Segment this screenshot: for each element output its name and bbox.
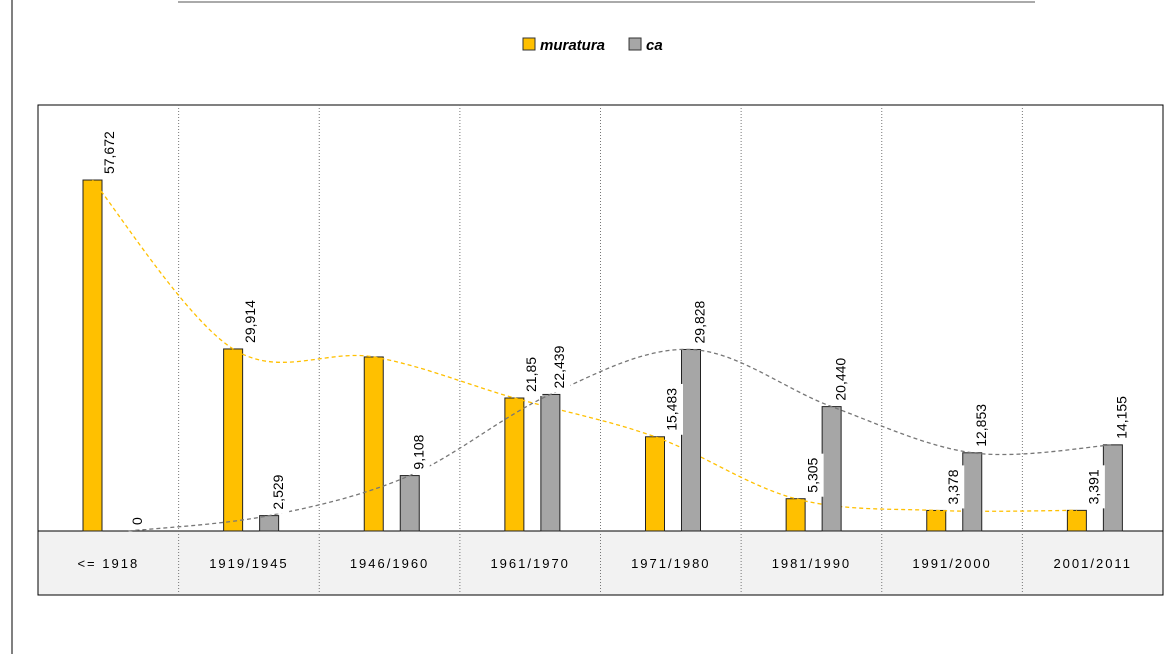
data-label-bg	[1084, 465, 1105, 509]
x-tick-label: 1961/1970	[490, 556, 569, 571]
data-label-bg	[550, 341, 571, 393]
x-tick-label: <= 1918	[77, 556, 139, 571]
data-label: 20,440	[832, 358, 848, 401]
data-label: 3,391	[1086, 469, 1102, 504]
data-label: 9,108	[410, 434, 426, 469]
x-tick-label: 1946/1960	[350, 556, 429, 571]
legend-label: ca	[646, 37, 663, 54]
bar	[399, 475, 420, 532]
data-label-group: 3,391	[1084, 465, 1105, 509]
data-label-bg	[128, 513, 149, 529]
data-label: 15,483	[664, 388, 680, 431]
data-label-group: 0	[128, 513, 149, 529]
data-label: 12,853	[973, 404, 989, 447]
data-label-group: 14,155	[1112, 392, 1133, 443]
data-label-bg	[100, 127, 121, 179]
x-tick-label: 1971/1980	[631, 556, 710, 571]
data-label-group: 12,853	[972, 399, 993, 451]
data-label-bg	[831, 353, 852, 405]
bar	[821, 406, 842, 532]
data-label-bg	[691, 296, 711, 348]
data-label-bg	[269, 470, 290, 514]
data-label: 14,155	[1114, 396, 1130, 439]
bar	[926, 509, 947, 532]
x-tick-label: 1981/1990	[772, 556, 851, 571]
data-label: 5,305	[804, 457, 820, 492]
x-tick-label: 2001/2011	[1053, 556, 1132, 571]
bar	[259, 515, 280, 532]
bar	[962, 452, 983, 532]
data-label: 3,378	[945, 469, 961, 504]
data-label-group: 29,828	[691, 296, 711, 348]
x-tick-label: 1991/2000	[912, 556, 991, 571]
data-label-group: 57,672	[100, 127, 121, 179]
legend-swatch	[628, 37, 642, 51]
data-label-group: 2,529	[269, 470, 290, 514]
data-label: 57,672	[101, 131, 117, 174]
data-label: 22,439	[551, 345, 567, 388]
data-label-group: 15,483	[663, 383, 683, 435]
data-label: 29,828	[692, 300, 708, 343]
data-label-bg	[522, 352, 543, 397]
category-band	[38, 531, 1163, 595]
x-tick-label: 1919/1945	[209, 556, 288, 571]
data-label: 2,529	[270, 474, 286, 509]
trend-line	[92, 179, 1077, 512]
data-label-bg	[803, 453, 824, 497]
data-label-bg	[241, 296, 262, 347]
data-label-bg	[944, 465, 965, 509]
data-label-group: 21,85	[522, 352, 543, 397]
plot-area	[37, 104, 1164, 596]
trend-line	[128, 348, 1113, 532]
bar	[82, 179, 103, 532]
bar	[785, 498, 806, 532]
data-label-bg	[663, 383, 683, 435]
data-label: 29,914	[242, 300, 258, 343]
data-label-group: 20,440	[831, 353, 852, 405]
bar	[363, 356, 384, 532]
data-label-group: 29,914	[241, 296, 262, 347]
data-label-bg	[1112, 392, 1133, 443]
bar	[1102, 444, 1123, 532]
legend-label: muratura	[540, 37, 605, 54]
legend-swatch	[522, 37, 536, 51]
bar	[645, 436, 665, 532]
data-label-group: 3,378	[944, 465, 965, 509]
data-label-group: 9,108	[409, 430, 430, 474]
data-label: 21,85	[523, 357, 539, 392]
data-label: 0	[129, 517, 145, 525]
data-label-bg	[409, 430, 430, 474]
bar	[681, 348, 701, 532]
bar	[1066, 509, 1087, 532]
bar	[504, 397, 525, 532]
data-label-group: 22,439	[550, 341, 571, 393]
data-label-bg	[972, 399, 993, 451]
data-label-group: 5,305	[803, 453, 824, 497]
bar	[223, 348, 244, 532]
bar	[540, 393, 561, 532]
